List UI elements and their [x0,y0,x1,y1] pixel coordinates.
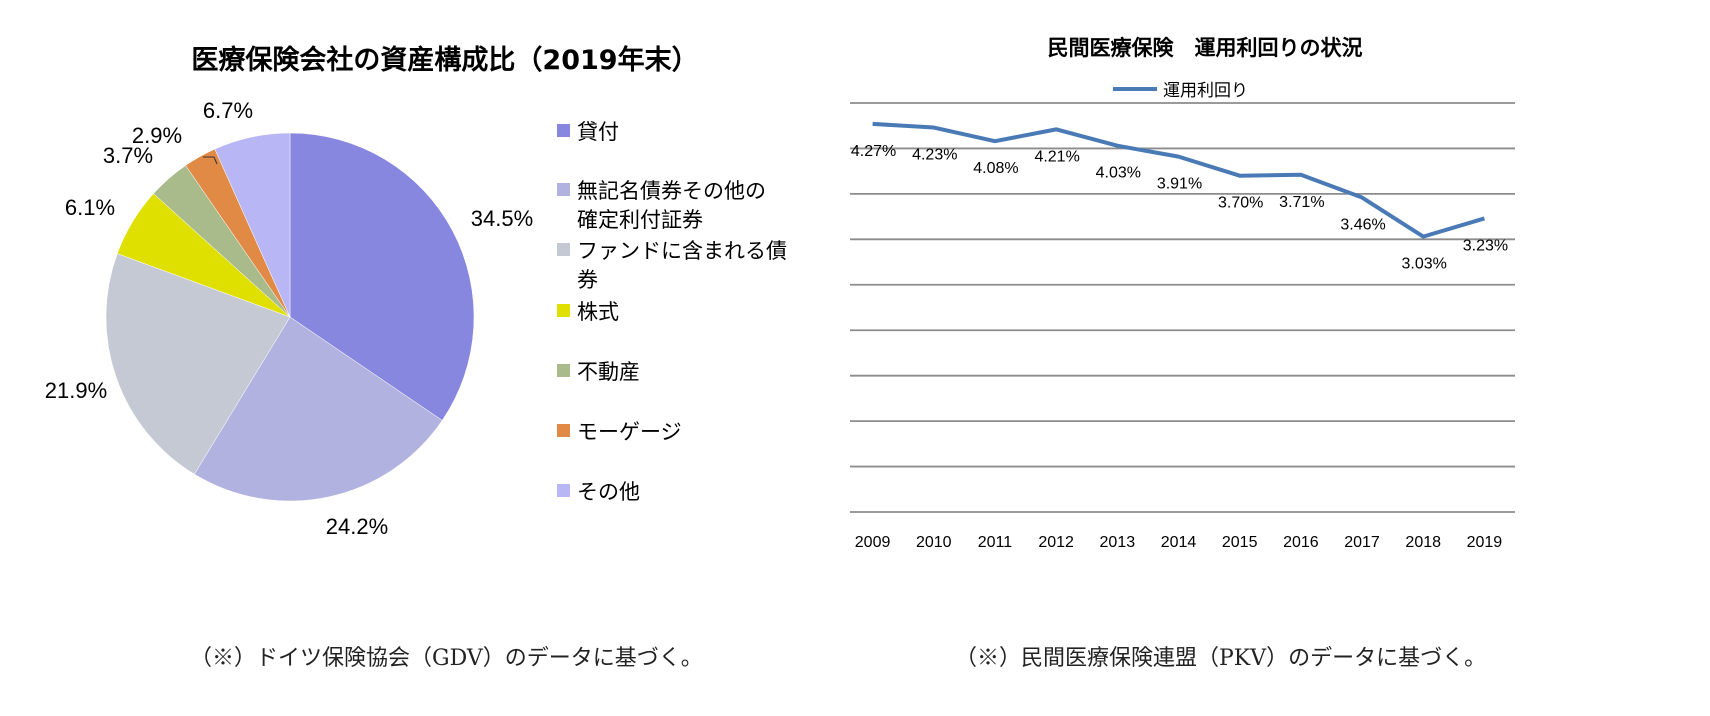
legend-label: 確定利付証券 [577,208,703,232]
legend-swatch [557,243,570,256]
pie-slice-label: 6.1% [65,195,115,220]
line-title: 民間医療保険 運用利回りの状況 [1048,36,1363,60]
x-tick-label: 2015 [1222,534,1258,551]
x-tick-label: 2018 [1405,534,1441,551]
data-label: 4.23% [912,147,957,164]
pie-slice [194,316,443,502]
pie-slice-label: 21.9% [45,378,107,403]
x-tick-label: 2019 [1467,534,1503,551]
legend-label: 無記名債券その他の [577,179,766,203]
data-label: 3.23% [1463,237,1508,254]
pie-slice [214,132,291,318]
data-label: 4.08% [973,160,1018,177]
legend-swatch [557,424,570,437]
x-tick-label: 2014 [1161,534,1197,551]
legend-swatch [557,364,570,377]
pie-slice-label: 2.9% [132,123,182,148]
legend-swatch [557,183,570,196]
legend-label: ファンドに含まれる債 [577,239,787,263]
line-source-note: （※）民間医療保険連盟（PKV）のデータに基づく。 [955,646,1487,671]
x-tick-label: 2011 [978,534,1013,551]
data-label: 3.03% [1402,256,1447,273]
data-label: 3.71% [1279,194,1324,211]
pie-slice-label: 6.7% [203,98,253,123]
data-label: 3.46% [1340,217,1385,234]
x-tick-label: 2010 [916,534,952,551]
pie-slice-label: 3.7% [103,143,153,168]
legend-label: 貸付 [577,120,619,144]
data-label: 4.27% [851,143,896,160]
pie-slice-label: 34.5% [471,206,533,231]
x-tick-label: 2016 [1283,534,1319,551]
pie-leader-line [203,156,218,165]
legend-swatch [557,304,570,317]
legend-swatch [557,484,570,497]
pie-slice [105,253,291,475]
legend-label: 券 [577,268,598,292]
data-label: 4.03% [1096,165,1141,182]
line-chart: 民間医療保険 運用利回りの状況 運用利回り 0%1%1%2%2%3%3%4%4%… [850,36,1515,551]
legend-label: モーゲージ [577,420,682,444]
legend-label: 不動産 [577,360,640,384]
data-label: 3.70% [1218,195,1263,212]
x-tick-label: 2012 [1038,534,1074,551]
pie-slice [289,132,475,421]
data-label: 4.21% [1034,148,1079,165]
x-tick-label: 2017 [1344,534,1380,551]
pie-slice-label: 24.2% [326,514,388,539]
pie-source-note: （※）ドイツ保険協会（GDV）のデータに基づく。 [190,646,703,671]
data-label: 3.91% [1157,176,1202,193]
legend-label: その他 [577,480,640,504]
pie-title: 医療保険会社の資産構成比（2019年末） [191,44,698,76]
pie-chart: 医療保険会社の資産構成比（2019年末） 34.5% 24.2% 21.9% 6.1%… [45,44,787,539]
x-tick-label: 2013 [1100,534,1136,551]
legend-label: 株式 [577,300,619,324]
legend-swatch [557,124,570,137]
x-tick-label: 2009 [855,534,891,551]
line-series-yield [872,121,1485,239]
line-legend-label: 運用利回り [1163,81,1248,101]
